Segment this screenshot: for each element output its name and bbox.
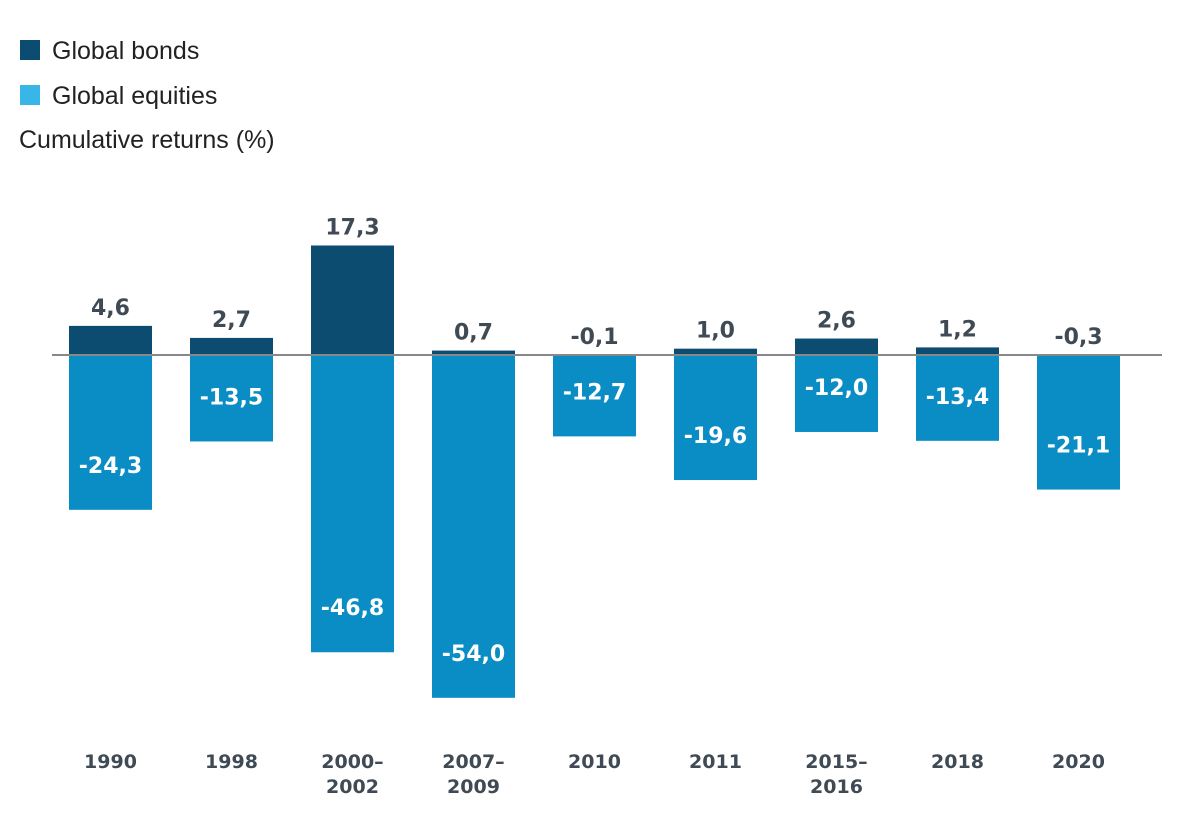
- value-label-global-equities-2015-2016: -12,0: [805, 376, 868, 401]
- value-label-global-bonds-2018: 1,2: [938, 317, 977, 342]
- value-label-global-equities-2000-2002: -46,8: [321, 596, 384, 621]
- value-label-global-equities-1990: -24,3: [79, 454, 142, 479]
- value-label-global-bonds-2020: -0,3: [1054, 325, 1102, 350]
- value-label-global-bonds-2015-2016: 2,6: [817, 309, 856, 334]
- legend-label-global-equities: Global equities: [52, 82, 217, 110]
- legend: Global bonds Global equities: [20, 37, 217, 110]
- bar-global-bonds-1990: [69, 325, 152, 355]
- value-label-global-bonds-2010: -0,1: [570, 325, 618, 350]
- tick-label-2011: 2011: [689, 751, 742, 773]
- tick-label-2015-2016: 2015– 2016: [805, 751, 867, 798]
- bar-global-equities-2000-2002: [311, 356, 394, 653]
- tick-label-1990: 1990: [84, 751, 137, 773]
- value-label-global-bonds-1998: 2,7: [212, 308, 251, 333]
- x-axis-tick-labels: 1990 1998 2000– 2002 2007– 2009 2010 2011 2015– 2…: [84, 751, 1105, 798]
- bar-global-equities-2020: [1037, 356, 1120, 490]
- bar-global-equities-1998: [190, 356, 273, 442]
- bar-global-bonds-2011: [674, 348, 757, 355]
- legend-label-global-bonds: Global bonds: [52, 37, 199, 65]
- value-label-global-equities-2010: -12,7: [563, 380, 626, 405]
- legend-swatch-global-equities: [20, 85, 40, 105]
- bar-global-equities-1990: [69, 356, 152, 510]
- value-label-global-bonds-2000-2002: 17,3: [325, 215, 379, 240]
- legend-swatch-global-bonds: [20, 40, 40, 60]
- value-label-global-equities-2018: -13,4: [926, 385, 989, 410]
- tick-label-1998: 1998: [205, 751, 258, 773]
- bar-global-equities-2018: [916, 356, 999, 441]
- bar-global-bonds-2000-2002: [311, 245, 394, 355]
- bars-group: 4,6 -24,3 2,7 -13,5 17,3 -46,8 0,7 -54,0 -0,1 -12…: [69, 215, 1120, 698]
- tick-label-2018: 2018: [931, 751, 984, 773]
- value-label-global-bonds-1990: 4,6: [91, 296, 130, 321]
- y-axis-label: Cumulative returns (%): [19, 126, 275, 154]
- bar-global-equities-2015-2016: [795, 356, 878, 432]
- value-label-global-equities-2007-2009: -54,0: [442, 642, 505, 667]
- tick-label-2010: 2010: [568, 751, 621, 773]
- bar-global-equities-2007-2009: [432, 356, 515, 698]
- value-label-global-bonds-2011: 1,0: [696, 319, 735, 344]
- bar-global-bonds-2018: [916, 347, 999, 355]
- value-label-global-equities-2011: -19,6: [684, 424, 747, 449]
- tick-label-2007-2009: 2007– 2009: [442, 751, 504, 798]
- bar-global-bonds-1998: [190, 337, 273, 355]
- bar-global-equities-2010: [553, 356, 636, 437]
- tick-label-2000-2002: 2000– 2002: [321, 751, 383, 798]
- value-label-global-equities-1998: -13,5: [200, 385, 263, 410]
- value-label-global-bonds-2007-2009: 0,7: [454, 321, 493, 346]
- bar-global-bonds-2015-2016: [795, 338, 878, 355]
- bar-global-bonds-2007-2009: [432, 350, 515, 355]
- value-label-global-equities-2020: -21,1: [1047, 434, 1110, 459]
- tick-label-2020: 2020: [1052, 751, 1105, 773]
- bar-global-equities-2011: [674, 356, 757, 481]
